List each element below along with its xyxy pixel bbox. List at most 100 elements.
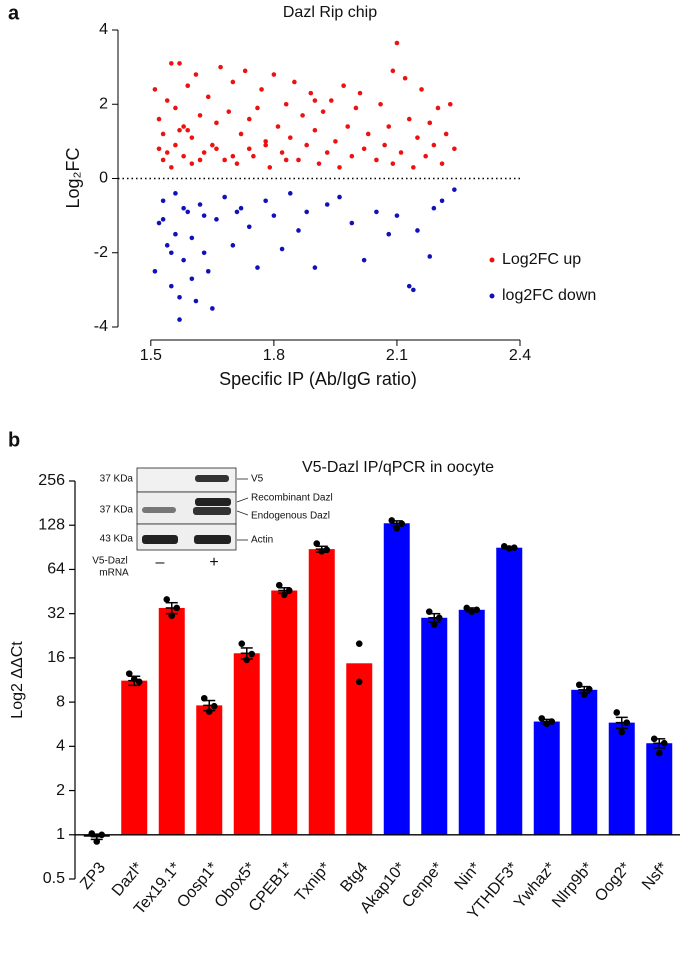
bar [571, 689, 598, 835]
panel-label: a [8, 2, 20, 24]
data-point [156, 220, 162, 226]
data-point [337, 165, 342, 170]
chart-title: Dazl Rip chip [283, 4, 377, 21]
data-point [427, 254, 433, 259]
data-point [214, 217, 219, 222]
data-point [275, 124, 281, 129]
blot-band [195, 475, 229, 482]
blot-label: Actin [251, 535, 273, 546]
data-point [169, 165, 174, 170]
data-point [296, 157, 301, 163]
data-point [357, 90, 363, 96]
replicate-point [88, 830, 96, 837]
data-point [164, 98, 170, 103]
x-tick-label: Nin* [452, 859, 484, 893]
replicate-point [580, 691, 588, 698]
chart-title: V5-Dazl IP/qPCR in oocyte [302, 459, 494, 476]
data-point [320, 109, 326, 114]
y-tick-label: 2 [56, 782, 65, 799]
data-point [361, 257, 367, 263]
x-tick-label: Cenpe* [399, 859, 446, 911]
blot-pointer [236, 497, 249, 503]
data-point [164, 243, 170, 248]
data-point [349, 220, 355, 226]
replicate-point [585, 685, 593, 693]
data-point [181, 124, 186, 129]
data-point [312, 98, 318, 103]
y-tick-label: 8 [56, 693, 65, 710]
data-point [452, 187, 457, 192]
data-point [333, 139, 338, 144]
replicate-point [660, 739, 668, 747]
replicate-point [173, 604, 181, 612]
data-point [283, 101, 289, 107]
data-point [230, 79, 236, 85]
data-point [160, 198, 166, 204]
data-point [365, 131, 371, 137]
blot-row-label: mRNA [99, 568, 129, 579]
blot-label: Endogenous Dazl [251, 511, 330, 522]
blot-marker: 43 KDa [100, 534, 134, 545]
x-tick-label: 1.5 [140, 347, 162, 364]
bar [608, 722, 635, 835]
data-point [173, 231, 178, 237]
replicate-point [505, 545, 513, 552]
data-point [234, 161, 240, 166]
data-point [255, 105, 260, 111]
data-point [316, 161, 322, 166]
replicate-point [538, 715, 546, 722]
data-point [304, 142, 309, 148]
blot-label: V5 [251, 474, 264, 485]
replicate-point [623, 719, 631, 726]
data-point [411, 287, 416, 293]
y-tick-label: 0.5 [43, 870, 65, 887]
data-point [246, 116, 252, 122]
data-point [193, 298, 199, 304]
blot-lane-label: + [209, 554, 218, 571]
data-point [345, 124, 351, 129]
replicate-point [355, 640, 363, 647]
blot-band [195, 498, 231, 506]
data-point [173, 105, 178, 111]
data-point [259, 87, 264, 92]
data-point [238, 205, 244, 211]
blot-band [193, 507, 231, 515]
x-tick-label: Oog2* [592, 859, 634, 905]
data-point [386, 231, 392, 237]
data-point [300, 113, 305, 118]
data-point [439, 198, 445, 204]
data-point [238, 131, 244, 137]
data-point [201, 213, 207, 218]
data-point [242, 68, 248, 74]
data-point [193, 72, 199, 77]
data-point [201, 150, 207, 155]
blot-label: Recombinant Dazl [251, 493, 333, 504]
replicate-point [200, 694, 208, 702]
data-point [230, 153, 236, 159]
bar [533, 721, 560, 835]
y-tick-label: 1 [56, 826, 65, 843]
replicate-point [275, 581, 283, 589]
replicate-point [285, 587, 293, 594]
replicate-point [238, 640, 246, 647]
data-point [234, 209, 240, 215]
data-point [312, 265, 318, 270]
data-point [271, 213, 277, 218]
data-point [226, 109, 232, 114]
data-point [382, 142, 387, 148]
data-point [386, 124, 392, 129]
data-point [169, 61, 174, 66]
bar [346, 663, 373, 835]
western-blot-inset: 37 KDa 37 KDa 43 KDa V5 Recombinant Dazl… [92, 467, 333, 579]
replicate-point [468, 608, 476, 616]
bar [196, 705, 223, 835]
data-point [177, 127, 182, 133]
x-axis-label: Specific IP (Ab/IgG ratio) [219, 369, 417, 389]
data-point [185, 209, 191, 215]
data-point [329, 98, 334, 103]
replicate-point [388, 517, 396, 524]
data-point [447, 101, 453, 107]
data-point [177, 295, 182, 300]
data-point [160, 217, 166, 222]
